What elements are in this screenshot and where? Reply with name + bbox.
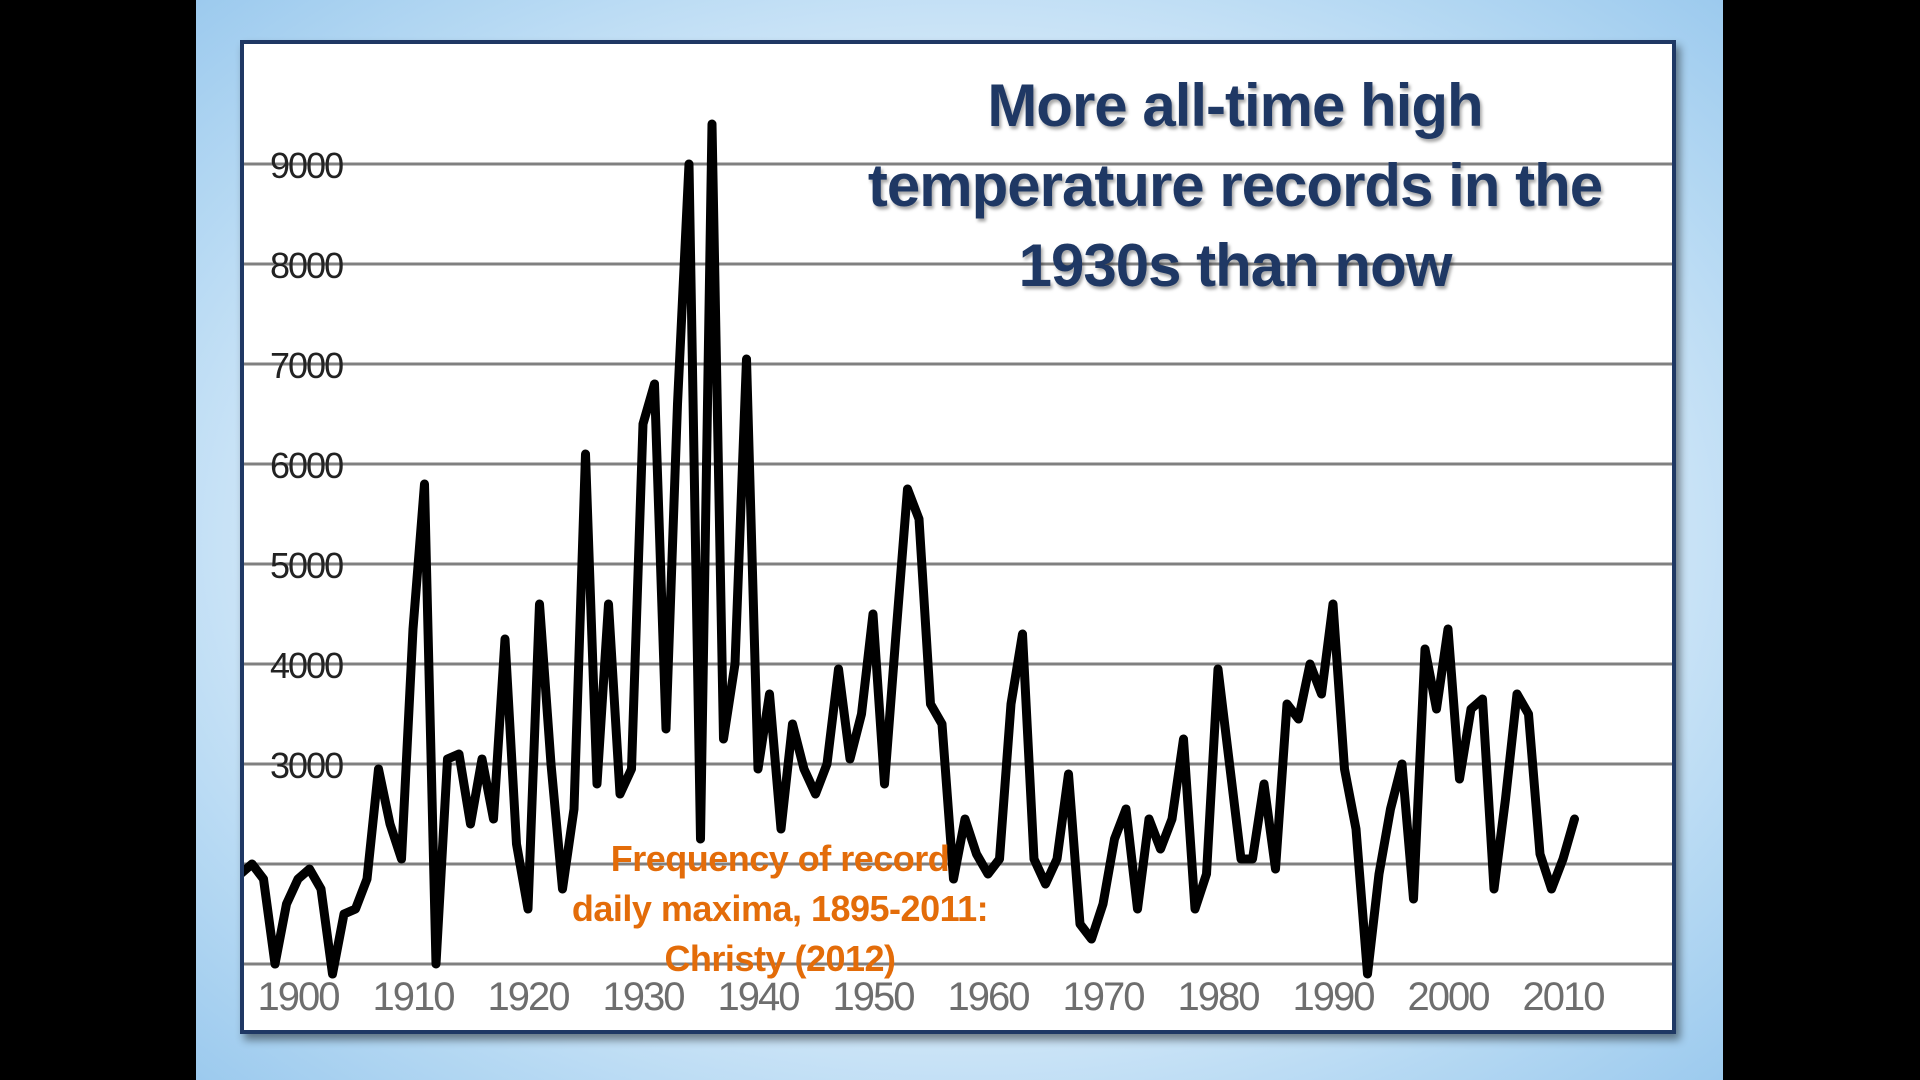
x-tick-label: 1920 (488, 975, 570, 1019)
annotation-line: Frequency of record (610, 838, 950, 879)
y-tick-label: 3000 (270, 745, 343, 786)
records-series (244, 119, 1579, 979)
x-tick-label: 1950 (833, 975, 915, 1019)
x-tick-label: 1970 (1063, 975, 1145, 1019)
x-tick-label: 1980 (1178, 975, 1260, 1019)
y-tick-label: 8000 (270, 245, 343, 286)
x-tick-label: 1940 (718, 975, 800, 1019)
title-line: 1930s than now (1018, 232, 1453, 299)
x-tick-label: 2010 (1523, 975, 1605, 1019)
y-tick-label: 7000 (270, 345, 343, 386)
x-tick-label: 1930 (603, 975, 685, 1019)
chart-title: More all-time high temperature records i… (850, 66, 1620, 306)
x-tick-label: 1900 (258, 975, 340, 1019)
title-line: temperature records in the (867, 152, 1603, 219)
annotation-line: Christy (2012) (664, 938, 896, 979)
line-chart: 3000 4000 5000 6000 7000 8000 9000 1900 1910 192… (244, 119, 1672, 1019)
x-tick-label: 1990 (1293, 975, 1375, 1019)
y-tick-label: 5000 (270, 545, 343, 586)
title-line: More all-time high (987, 72, 1483, 139)
annotation-line: daily maxima, 1895-2011: (571, 888, 989, 929)
y-axis-tick-labels: 3000 4000 5000 6000 7000 8000 9000 (270, 145, 345, 786)
y-tick-label: 6000 (270, 445, 343, 486)
source-annotation: Frequency of record daily maxima, 1895-2… (560, 834, 1000, 984)
x-tick-label: 2000 (1408, 975, 1490, 1019)
x-axis-tick-labels: 1900 1910 1920 1930 1940 1950 1960 1970 1980 1990… (258, 975, 1607, 1019)
chart-frame: 3000 4000 5000 6000 7000 8000 9000 1900 1910 192… (240, 40, 1676, 1034)
x-tick-label: 1960 (948, 975, 1030, 1019)
x-tick-label: 1910 (373, 975, 455, 1019)
y-tick-label: 4000 (270, 645, 343, 686)
y-tick-label: 9000 (270, 145, 343, 186)
gridlines (244, 162, 1672, 966)
